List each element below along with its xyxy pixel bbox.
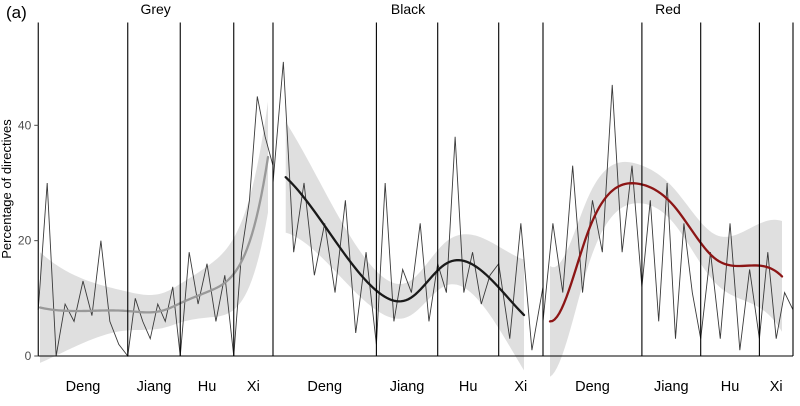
svg-text:Xi: Xi	[514, 379, 527, 395]
svg-text:0: 0	[25, 349, 32, 363]
svg-text:Jiang: Jiang	[137, 379, 172, 395]
svg-text:Hu: Hu	[721, 379, 740, 395]
svg-text:Deng: Deng	[575, 379, 610, 395]
svg-text:Percentage of directives: Percentage of directives	[0, 119, 14, 259]
svg-text:Deng: Deng	[307, 379, 342, 395]
svg-text:(a): (a)	[6, 3, 27, 22]
svg-text:Jiang: Jiang	[390, 379, 425, 395]
svg-text:Black: Black	[391, 1, 426, 17]
svg-text:40: 40	[18, 118, 32, 132]
svg-text:Deng: Deng	[66, 379, 101, 395]
svg-text:Jiang: Jiang	[654, 379, 689, 395]
svg-text:20: 20	[18, 234, 32, 248]
svg-text:Xi: Xi	[770, 379, 783, 395]
svg-text:Xi: Xi	[247, 379, 260, 395]
svg-text:Hu: Hu	[459, 379, 478, 395]
svg-text:Hu: Hu	[198, 379, 217, 395]
svg-text:Grey: Grey	[140, 1, 170, 17]
svg-text:Red: Red	[655, 1, 681, 17]
